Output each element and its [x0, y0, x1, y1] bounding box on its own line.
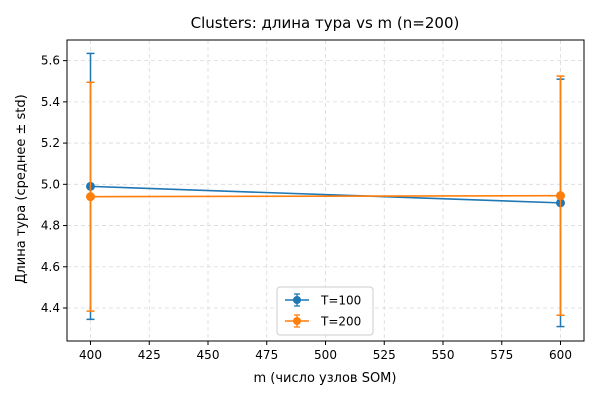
chart-title: Clusters: длина тура vs m (n=200) [191, 14, 460, 32]
y-tick-label: 5.2 [41, 136, 60, 150]
y-tick-label: 5.0 [41, 177, 60, 191]
grid-layer [67, 40, 584, 341]
y-tick-label: 4.8 [41, 219, 60, 233]
legend-item: T=100 [285, 293, 361, 308]
y-tick-label: 5.6 [41, 54, 60, 68]
data-point [556, 191, 565, 201]
x-tick-label: 450 [197, 348, 220, 362]
legend-box [276, 286, 374, 336]
x-tick-label: 600 [549, 348, 572, 362]
x-tick-label: 400 [79, 348, 102, 362]
legend-item: T=200 [285, 314, 361, 329]
x-tick-label: 475 [255, 348, 278, 362]
legend: T=100 T=200 [276, 286, 374, 336]
series-layer [86, 52, 565, 328]
axes-layer: 400 425 450 475 500 525 550 575 600 4.4 4.6 4.8 5.0 5… [41, 39, 585, 362]
x-tick-label: 425 [138, 348, 161, 362]
legend-marker [293, 317, 301, 325]
y-axis-label: Длина тура (среднее ± std) [14, 94, 29, 283]
y-tick-label: 4.4 [41, 301, 60, 315]
x-tick-label: 525 [373, 348, 396, 362]
y-tick-label: 5.4 [41, 95, 60, 109]
x-tick-label: 575 [490, 348, 513, 362]
x-axis-label: m (число узлов SOM) [254, 371, 397, 386]
legend-label: T=100 [320, 294, 361, 308]
legend-label: T=200 [320, 315, 361, 329]
y-tick-label: 4.6 [41, 260, 60, 274]
x-tick-label: 500 [314, 348, 337, 362]
x-tick-label: 550 [432, 348, 455, 362]
series-line [90, 185, 561, 204]
series-t-200 [86, 75, 565, 316]
data-point [86, 192, 95, 202]
series-line [90, 194, 561, 198]
legend-marker [293, 296, 301, 304]
